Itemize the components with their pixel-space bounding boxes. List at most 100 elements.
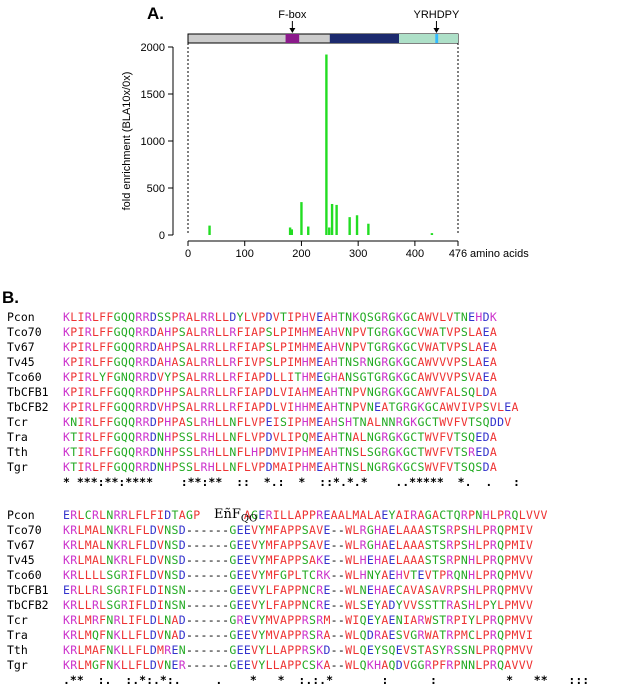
residue: P [294, 553, 302, 567]
residue: V [518, 613, 526, 627]
y-tick-label: 1500 [141, 89, 165, 101]
domain-yrhdpy [435, 34, 439, 43]
residue: - [185, 568, 194, 582]
annotation-text: EñF [214, 507, 241, 522]
residue: H [330, 415, 338, 429]
residue: N [345, 430, 353, 444]
residue: P [453, 583, 461, 597]
residue: R [120, 538, 129, 552]
residue: L [214, 430, 223, 444]
residue: - [337, 658, 346, 672]
residue: Q [468, 430, 476, 444]
residue: E [482, 355, 490, 369]
yrhdpy-label: YRHDPY [414, 9, 461, 21]
residue: D [149, 370, 158, 384]
residue: R [410, 508, 418, 522]
residue: N [359, 415, 367, 429]
residue: L [214, 460, 223, 474]
residue: - [207, 523, 215, 537]
residue: K [63, 400, 71, 414]
residue: A [308, 553, 317, 567]
residue: G [113, 460, 121, 474]
residue: N [106, 628, 114, 642]
residue: P [504, 643, 512, 657]
residue: R [135, 325, 143, 339]
residue: V [518, 658, 526, 672]
residue: Q [359, 628, 367, 642]
residue: N [345, 325, 353, 339]
residue: H [164, 400, 172, 414]
residue: L [468, 355, 476, 369]
residue: Q [128, 400, 136, 414]
residue: N [164, 613, 172, 627]
residue: K [395, 460, 404, 474]
residue: V [280, 445, 288, 459]
residue: E [388, 583, 396, 597]
residue: P [287, 583, 295, 597]
residue: P [504, 628, 512, 642]
residue: K [63, 613, 71, 627]
residue: E [374, 400, 382, 414]
residue: L [214, 445, 223, 459]
residue: T [337, 385, 346, 399]
residue: V [526, 508, 534, 522]
residue: S [178, 355, 186, 369]
residue: E [236, 658, 244, 672]
residue: A [381, 613, 389, 627]
residue: V [417, 325, 425, 339]
residue: T [366, 370, 375, 384]
residue: N [460, 553, 469, 567]
residue: A [489, 445, 498, 459]
residue: - [222, 598, 230, 612]
residue: A [381, 568, 389, 582]
residue: - [207, 583, 215, 597]
residue: F [99, 445, 107, 459]
residue: R [113, 613, 121, 627]
residue: M [272, 445, 281, 459]
residue: Q [497, 553, 505, 567]
residue: S [460, 523, 469, 537]
residue: R [70, 583, 78, 597]
residue: M [511, 553, 519, 567]
residue: T [439, 340, 447, 354]
residue: K [113, 538, 121, 552]
residue: P [258, 355, 266, 369]
residue: G [410, 400, 418, 414]
residue: M [323, 613, 331, 627]
y-tick-label: 1000 [141, 136, 165, 148]
residue: L [142, 598, 150, 612]
residue: K [352, 310, 360, 324]
residue: L [222, 370, 230, 384]
residue: R [229, 355, 237, 369]
residue: K [63, 460, 71, 474]
residue: V [453, 400, 461, 414]
residue: E [475, 445, 483, 459]
residue: E [388, 523, 396, 537]
residue: H [374, 538, 382, 552]
residue: P [453, 628, 461, 642]
residue: H [207, 430, 215, 444]
residue: A [157, 355, 165, 369]
residue: A [91, 523, 100, 537]
residue: V [251, 643, 259, 657]
residue: L [518, 508, 526, 522]
residue: G [229, 628, 237, 642]
residue: K [63, 310, 71, 324]
residue: G [229, 568, 237, 582]
residue: W [345, 568, 353, 582]
residue: L [99, 508, 107, 522]
residue: A [251, 340, 259, 354]
residue: R [301, 613, 309, 627]
residue: V [446, 460, 454, 474]
residue: A [431, 325, 440, 339]
residue: V [446, 415, 454, 429]
alignment-row: Tco70 KRLMALNKRLFLDVNSD------GEEVYMFAPPSA… [7, 523, 589, 538]
residue: E [388, 628, 396, 642]
residue: L [352, 583, 360, 597]
residue: S [460, 538, 469, 552]
residue: M [272, 460, 281, 474]
residue: Q [128, 310, 136, 324]
residue: F [439, 445, 447, 459]
residue: E [316, 340, 324, 354]
residue: P [294, 460, 302, 474]
